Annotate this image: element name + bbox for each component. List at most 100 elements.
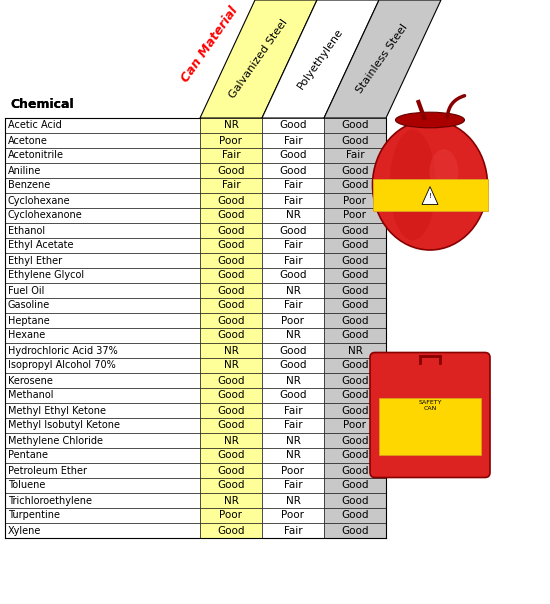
Bar xyxy=(262,133,324,148)
Text: Methanol: Methanol xyxy=(8,391,53,400)
Bar xyxy=(262,193,324,208)
Text: Poor: Poor xyxy=(219,510,243,521)
Bar xyxy=(200,373,262,388)
Bar xyxy=(5,418,200,433)
Bar xyxy=(200,313,262,328)
Bar xyxy=(262,343,324,358)
Bar xyxy=(324,298,386,313)
Bar xyxy=(324,178,386,193)
Bar xyxy=(262,118,324,133)
Text: Good: Good xyxy=(217,525,245,536)
Text: Gasoline: Gasoline xyxy=(8,301,50,310)
Polygon shape xyxy=(200,0,317,118)
Bar xyxy=(200,508,262,523)
Text: Poor: Poor xyxy=(219,135,243,146)
Text: Good: Good xyxy=(217,211,245,220)
Bar xyxy=(372,179,487,211)
Text: Good: Good xyxy=(341,301,368,310)
Text: Acetonitrile: Acetonitrile xyxy=(8,150,64,161)
Text: NR: NR xyxy=(285,376,300,385)
Bar xyxy=(200,418,262,433)
Bar xyxy=(5,463,200,478)
Bar xyxy=(262,328,324,343)
Text: Fair: Fair xyxy=(284,181,302,190)
Text: Methylene Chloride: Methylene Chloride xyxy=(8,435,103,446)
Bar xyxy=(200,163,262,178)
Bar xyxy=(200,238,262,253)
Text: Good: Good xyxy=(217,391,245,400)
Bar xyxy=(5,118,200,133)
Text: Fair: Fair xyxy=(284,481,302,490)
Text: Isopropyl Alcohol 70%: Isopropyl Alcohol 70% xyxy=(8,361,116,370)
Bar xyxy=(324,478,386,493)
Text: Fair: Fair xyxy=(222,150,240,161)
Ellipse shape xyxy=(395,112,465,128)
Bar xyxy=(5,373,200,388)
Text: Fair: Fair xyxy=(222,181,240,190)
Bar xyxy=(200,358,262,373)
Bar xyxy=(200,253,262,268)
Bar xyxy=(324,268,386,283)
Text: Poor: Poor xyxy=(344,196,366,205)
Text: Heptane: Heptane xyxy=(8,315,50,326)
Text: Benzene: Benzene xyxy=(8,181,50,190)
Text: Fuel Oil: Fuel Oil xyxy=(8,286,45,295)
Bar xyxy=(200,283,262,298)
Text: Good: Good xyxy=(341,466,368,475)
Text: Good: Good xyxy=(217,286,245,295)
Bar xyxy=(200,298,262,313)
Text: Good: Good xyxy=(341,315,368,326)
Bar xyxy=(5,403,200,418)
Bar xyxy=(262,493,324,508)
Text: Ethyl Acetate: Ethyl Acetate xyxy=(8,240,74,251)
Text: Good: Good xyxy=(341,451,368,460)
Text: Poor: Poor xyxy=(282,510,305,521)
Bar xyxy=(200,388,262,403)
Bar xyxy=(0,0,200,118)
Bar xyxy=(324,493,386,508)
Bar xyxy=(5,253,200,268)
Bar xyxy=(5,223,200,238)
Text: Ethylene Glycol: Ethylene Glycol xyxy=(8,271,84,280)
Text: Fair: Fair xyxy=(284,525,302,536)
Bar xyxy=(262,283,324,298)
Text: NR: NR xyxy=(285,330,300,341)
Bar xyxy=(324,418,386,433)
Bar xyxy=(200,478,262,493)
Text: NR: NR xyxy=(223,435,239,446)
Text: Good: Good xyxy=(217,376,245,385)
Text: Poor: Poor xyxy=(282,315,305,326)
Text: Acetone: Acetone xyxy=(8,135,48,146)
Bar xyxy=(262,508,324,523)
Text: Poor: Poor xyxy=(344,211,366,220)
Text: Fair: Fair xyxy=(284,196,302,205)
Text: Good: Good xyxy=(341,135,368,146)
Text: Fair: Fair xyxy=(284,420,302,431)
Bar xyxy=(5,448,200,463)
Text: Good: Good xyxy=(341,121,368,130)
Bar xyxy=(262,178,324,193)
Text: Good: Good xyxy=(279,345,307,356)
Bar xyxy=(200,268,262,283)
Bar xyxy=(324,328,386,343)
Text: Trichloroethylene: Trichloroethylene xyxy=(8,495,92,506)
Bar xyxy=(324,223,386,238)
Text: Good: Good xyxy=(279,225,307,236)
Bar xyxy=(324,313,386,328)
Bar xyxy=(5,313,200,328)
Text: Ethyl Ether: Ethyl Ether xyxy=(8,255,62,266)
Text: Good: Good xyxy=(217,315,245,326)
Bar xyxy=(5,388,200,403)
Text: Fair: Fair xyxy=(284,255,302,266)
FancyBboxPatch shape xyxy=(370,353,490,478)
Text: Good: Good xyxy=(341,165,368,176)
Bar xyxy=(5,163,200,178)
Bar xyxy=(324,163,386,178)
Bar xyxy=(262,388,324,403)
Text: Good: Good xyxy=(341,435,368,446)
Text: Good: Good xyxy=(217,420,245,431)
Bar xyxy=(262,433,324,448)
Text: Good: Good xyxy=(341,495,368,506)
Bar xyxy=(200,523,262,538)
Text: NR: NR xyxy=(285,435,300,446)
